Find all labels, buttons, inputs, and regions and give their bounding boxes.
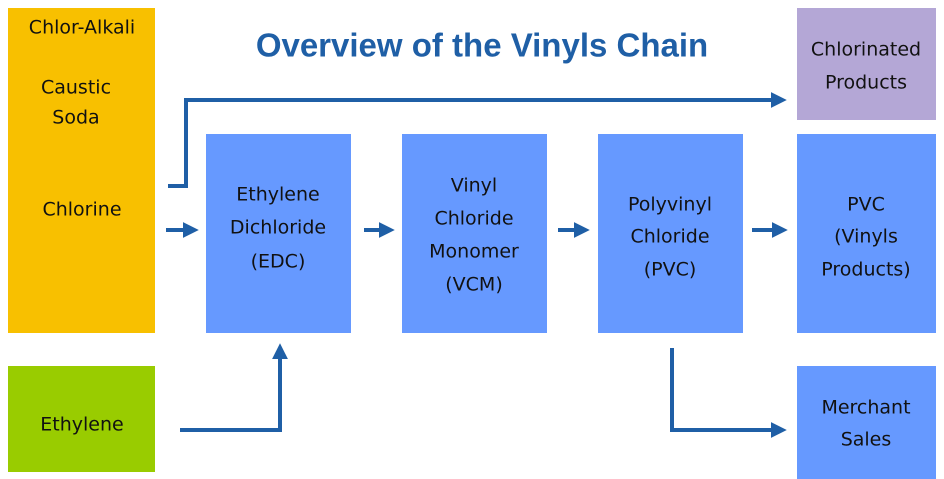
node-label: Products) [821,259,910,281]
node-label: (VCM) [445,274,502,296]
node-label: Soda [52,107,99,129]
ethylene-box [8,366,155,472]
vinyls-products-box [797,134,936,333]
node-label: Vinyl [451,175,497,197]
node-label: Sales [841,429,892,451]
merchant-box [797,366,936,479]
node-label: Polyvinyl [628,194,712,216]
chlorinated-box [797,8,936,120]
node-label: Merchant [821,397,910,419]
node-label: Products [825,72,907,94]
node-label: Monomer [429,241,519,263]
arrows [166,92,788,438]
node-label: PVC [847,194,885,216]
pvc-box [598,134,743,333]
node-label: (PVC) [644,259,697,281]
node-label: Ethylene [236,184,319,206]
node-label: Dichloride [230,217,326,239]
node-label: Chlorine [42,199,121,221]
arrow [168,92,787,188]
node-label: Caustic [41,77,111,99]
node-label: (Vinyls [834,226,898,248]
vcm-box [402,134,547,333]
node-label: (EDC) [251,251,306,273]
node-label: Ethylene [40,414,123,436]
title: Overview of the Vinyls Chain [256,27,708,64]
chlor-alkali-box [8,8,155,333]
edc-box [206,134,351,333]
labels: Chlor-Alkali Caustic Soda Chlorine Ethyl… [29,17,921,451]
node-label: Chlorinated [811,39,921,61]
arrow [670,348,787,438]
node-label: Chloride [630,226,709,248]
node-label: Chloride [434,208,513,230]
node-label: Chlor-Alkali [29,17,135,39]
arrow [180,343,288,432]
